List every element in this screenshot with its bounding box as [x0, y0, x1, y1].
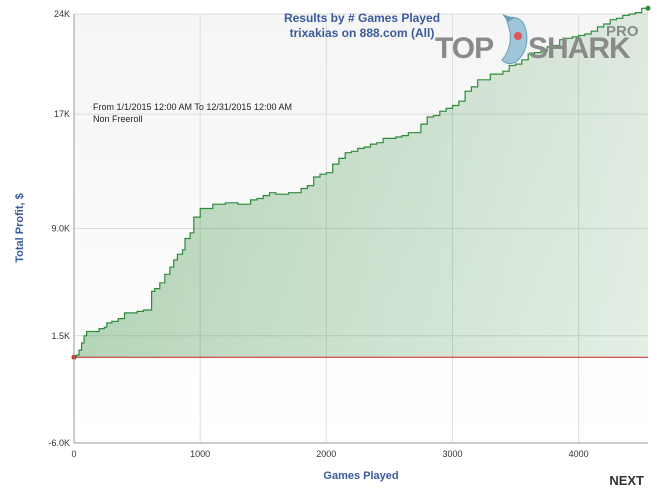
y-tick-label: 24K — [54, 9, 70, 19]
x-tick-label: 3000 — [442, 449, 462, 459]
x-axis-ticks: 0 1000 2000 3000 4000 — [71, 449, 588, 459]
y-axis-title: Total Profit, $ — [14, 193, 26, 262]
x-tick-label: 4000 — [569, 449, 589, 459]
shark-icon — [501, 14, 528, 65]
chart-title: Results by # Games Played — [284, 11, 440, 25]
chart-subtitle: trixakias on 888.com (All) — [290, 26, 435, 40]
y-tick-label: 17K — [54, 109, 70, 119]
x-tick-label: 0 — [71, 449, 76, 459]
end-point — [645, 5, 651, 11]
y-tick-label: -6.0K — [48, 438, 70, 448]
y-axis-ticks: -6.0K 1.5K 9.0K 17K 24K — [48, 9, 70, 448]
topshark-logo: TOP SHARK PRO — [435, 14, 639, 65]
filter-annotation: Non Freeroll — [93, 114, 143, 124]
logo-shark-text: SHARK — [528, 32, 631, 65]
x-tick-label: 2000 — [316, 449, 336, 459]
y-tick-label: 1.5K — [51, 331, 70, 341]
profit-line — [74, 7, 648, 358]
x-tick-label: 1000 — [190, 449, 210, 459]
logo-pro-text: PRO — [606, 23, 639, 40]
x-axis-title: Games Played — [323, 470, 398, 482]
next-button[interactable]: NEXT — [609, 473, 644, 488]
profit-area — [74, 8, 648, 358]
date-range-annotation: From 1/1/2015 12:00 AM To 12/31/2015 12:… — [93, 102, 292, 112]
y-tick-label: 9.0K — [51, 224, 70, 234]
logo-top-text: TOP — [435, 32, 493, 65]
